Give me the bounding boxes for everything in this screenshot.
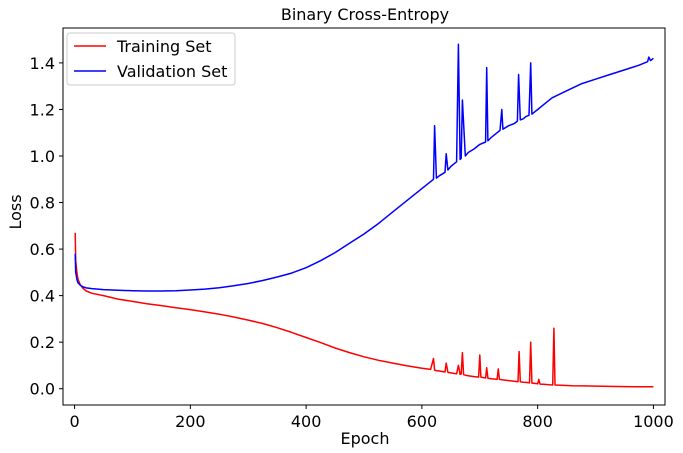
x-axis-title: Epoch [341,429,390,448]
legend-box [66,32,236,86]
series-line-1 [74,43,654,292]
y-tick-label: 1.4 [30,54,55,73]
legend-label: Validation Set [117,62,227,81]
y-tick-label: 0.0 [30,380,55,399]
x-tick-label: 800 [522,412,553,431]
y-axis-title: Loss [6,194,25,229]
legend: Training Set Validation Set [66,32,236,86]
y-tick-label: 0.2 [30,333,55,352]
x-tick-label: 400 [291,412,322,431]
x-tick-label: 200 [175,412,206,431]
chart-title: Binary Cross-Entropy [281,5,449,24]
x-tick-label: 600 [407,412,438,431]
series-line-0 [74,232,654,388]
legend-label: Training Set [116,37,212,56]
axes-frame [62,27,666,406]
y-tick-label: 1.2 [30,100,55,119]
x-tick-label: 1000 [633,412,674,431]
y-tick-label: 0.6 [30,240,55,259]
x-tick-label: 0 [69,412,79,431]
y-tick-label: 0.8 [30,194,55,213]
plot-area: 0 200 400 600 800 1000 0.0 0.2 0.4 0.6 0.8 1.0 1.2 1.… [30,27,674,431]
y-tick-label: 0.4 [30,287,55,306]
y-tick-label: 1.0 [30,147,55,166]
